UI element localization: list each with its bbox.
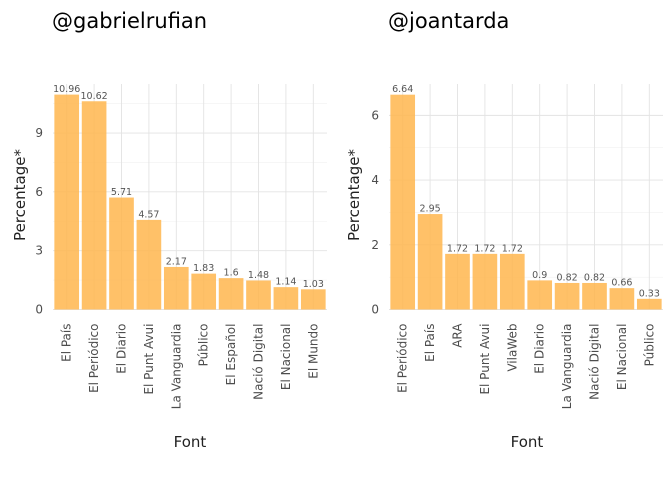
- x-tick-label: El País: [60, 324, 74, 362]
- data-label: 6.64: [392, 84, 413, 95]
- bar: [445, 253, 470, 310]
- data-label: 1.6: [224, 268, 239, 279]
- y-tick-label: 6: [371, 108, 379, 122]
- bar: [246, 280, 271, 310]
- data-label: 2.95: [420, 204, 441, 215]
- bar: [554, 282, 580, 310]
- x-tick-label: El Diario: [115, 324, 129, 374]
- x-tick-label: El País: [423, 324, 437, 362]
- bar: [191, 273, 217, 310]
- bar: [136, 219, 162, 310]
- chart-title: @joantarda: [388, 9, 509, 33]
- data-label: 0.82: [584, 272, 605, 283]
- x-tick-label: El Periódico: [396, 324, 410, 393]
- y-tick-label: 4: [371, 173, 379, 187]
- data-label: 2.17: [166, 256, 187, 267]
- x-axis-ticks: El País El Periódico El Diario El Punt Avui…: [60, 324, 321, 410]
- chart-panel-gabrielrufian: @gabrielrufian Percentage* Font 0 3 6 9 10.…: [11, 9, 327, 451]
- x-tick-label: La Vanguardia: [169, 324, 183, 410]
- y-tick-label: 0: [35, 303, 43, 317]
- bar: [54, 94, 80, 310]
- x-axis-title: Font: [174, 433, 207, 451]
- y-axis-ticks: 0 3 6 9: [35, 126, 43, 316]
- data-label: 1.03: [303, 279, 324, 290]
- x-tick-label: El Diario: [533, 324, 547, 374]
- x-axis-ticks: El Periódico El País ARA El Punt Avui VilaWe…: [396, 323, 657, 409]
- bar: [582, 282, 607, 310]
- x-tick-label: El Español: [224, 324, 238, 386]
- bar: [300, 289, 326, 310]
- bar: [163, 266, 189, 310]
- y-tick-label: 9: [35, 126, 43, 140]
- bar: [499, 253, 525, 310]
- bars: [390, 94, 662, 310]
- y-axis-ticks: 0 2 4 6: [371, 108, 379, 316]
- x-tick-label: VilaWeb: [505, 324, 519, 372]
- x-tick-label: El Punt Avui: [142, 324, 156, 395]
- bar: [390, 94, 416, 310]
- bar: [218, 278, 244, 310]
- bar: [81, 101, 107, 310]
- y-axis-title: Percentage*: [11, 149, 29, 241]
- data-label: 1.83: [193, 263, 214, 274]
- data-label: 0.82: [557, 272, 578, 283]
- bars: [54, 94, 326, 310]
- data-label: 0.9: [532, 270, 547, 281]
- bar: [609, 288, 635, 310]
- data-label: 1.48: [248, 270, 269, 281]
- x-tick-label: ARA: [451, 323, 465, 348]
- x-tick-label: La Vanguardia: [560, 324, 574, 410]
- data-label: 0.33: [639, 288, 660, 299]
- x-tick-label: El Nacional: [279, 324, 293, 391]
- bar: [109, 197, 134, 310]
- data-label: 10.96: [53, 84, 80, 95]
- data-label: 1.72: [502, 243, 523, 254]
- x-tick-label: El Mundo: [306, 324, 320, 379]
- x-tick-label: Nació Digital: [588, 324, 602, 400]
- data-label: 1.14: [275, 277, 296, 288]
- bar: [273, 287, 299, 310]
- data-label: 0.66: [611, 278, 632, 289]
- data-label: 4.57: [138, 209, 159, 220]
- y-tick-label: 6: [35, 185, 43, 199]
- chart-title: @gabrielrufian: [52, 9, 207, 33]
- bar: [636, 298, 662, 310]
- x-tick-label: Público: [642, 324, 656, 367]
- data-labels: 6.64 2.95 1.72 1.72 1.72 0.9 0.82 0.82 0.66 0.33: [392, 84, 660, 299]
- x-tick-label: El Nacional: [615, 324, 629, 391]
- bar: [472, 253, 498, 310]
- y-tick-label: 0: [371, 303, 379, 317]
- bar: [527, 280, 553, 310]
- x-tick-label: Nació Digital: [252, 324, 266, 400]
- x-tick-label: El Periódico: [87, 324, 101, 393]
- data-label: 10.62: [80, 91, 107, 102]
- x-tick-label: El Punt Avui: [478, 324, 492, 395]
- x-axis-title: Font: [511, 433, 544, 451]
- y-tick-label: 3: [35, 244, 43, 258]
- data-label: 1.72: [447, 243, 468, 254]
- bar: [417, 214, 443, 310]
- data-label: 1.72: [474, 243, 495, 254]
- data-label: 5.71: [111, 187, 132, 198]
- x-tick-label: Público: [197, 324, 211, 367]
- chart-panel-joantarda: @joantarda Percentage* Font 0 2 4 6 6.64 2.9…: [345, 9, 663, 451]
- y-tick-label: 2: [371, 238, 379, 252]
- y-axis-title: Percentage*: [345, 149, 363, 241]
